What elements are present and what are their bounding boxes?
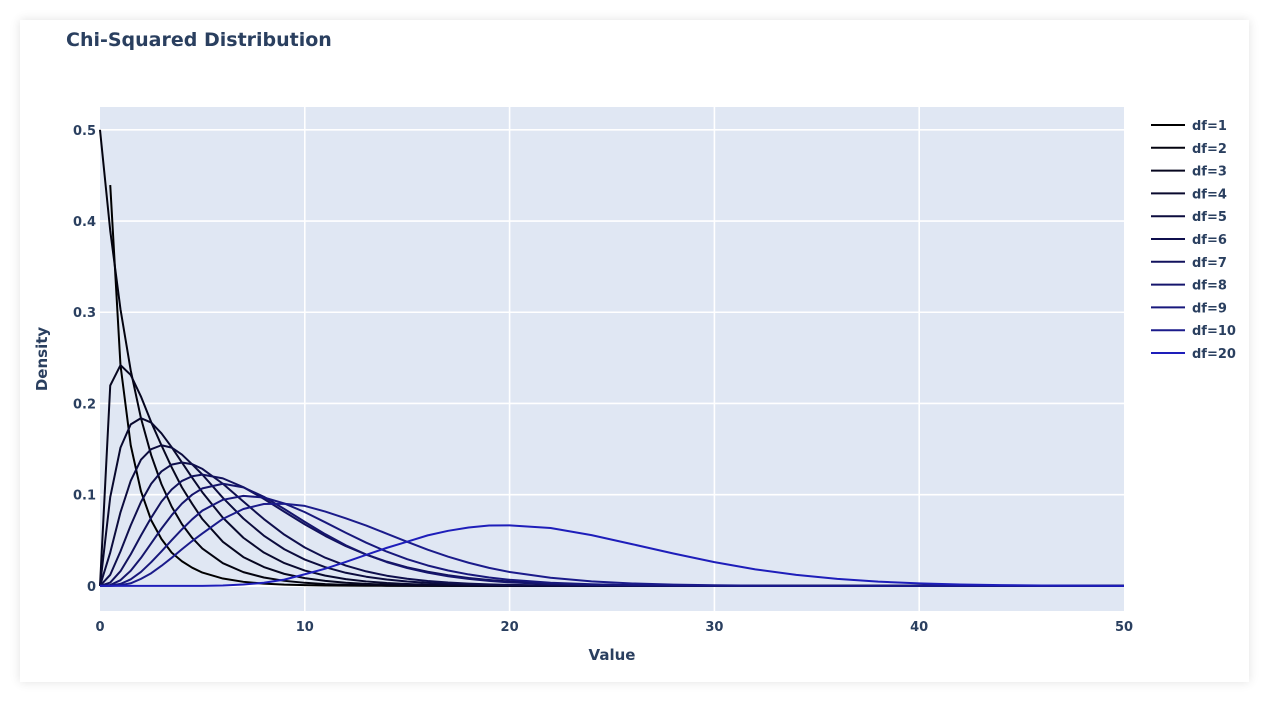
- chart-card: Chi-Squared Distribution 0 10 20 30 40 50 0 0.…: [20, 20, 1249, 682]
- y-tick-label: 0.2: [73, 397, 96, 412]
- legend-item: df=9: [1151, 301, 1227, 316]
- legend-label: df=8: [1192, 279, 1227, 294]
- legend-label: df=20: [1192, 347, 1236, 362]
- series-line: [100, 524, 1125, 587]
- x-tick-label: 0: [95, 620, 104, 635]
- legend-item: df=7: [1151, 256, 1227, 271]
- legend-item: df=20: [1151, 347, 1236, 362]
- x-tick-label: 40: [910, 620, 928, 635]
- x-tick-label: 30: [705, 620, 723, 635]
- legend-item: df=4: [1151, 187, 1227, 202]
- legend-item: df=10: [1151, 324, 1236, 339]
- legend-item: df=2: [1151, 142, 1227, 157]
- legend-label: df=3: [1192, 165, 1227, 180]
- x-axis-ticks: 0 10 20 30 40 50: [95, 620, 1133, 635]
- legend-label: df=6: [1192, 233, 1227, 248]
- x-tick-label: 50: [1115, 620, 1133, 635]
- legend-label: df=9: [1192, 301, 1227, 316]
- legend-label: df=1: [1192, 119, 1227, 134]
- y-axis-title: Density: [33, 327, 51, 392]
- legend-label: df=4: [1192, 187, 1227, 202]
- legend-item: df=3: [1151, 165, 1227, 180]
- y-tick-label: 0: [87, 580, 96, 595]
- y-tick-label: 0.3: [73, 306, 96, 321]
- legend-item: df=5: [1151, 210, 1227, 225]
- plot-area: [100, 107, 1124, 611]
- legend-label: df=10: [1192, 324, 1236, 339]
- y-axis-ticks: 0 0.1 0.2 0.3 0.4 0.5: [73, 124, 96, 595]
- series-lines: [99, 129, 1125, 587]
- x-tick-label: 10: [296, 620, 314, 635]
- y-tick-label: 0.5: [73, 124, 96, 139]
- legend-label: df=5: [1192, 210, 1227, 225]
- x-axis-title: Value: [589, 646, 636, 664]
- legend-label: df=2: [1192, 142, 1227, 157]
- legend-item: df=8: [1151, 279, 1227, 294]
- legend-item: df=6: [1151, 233, 1227, 248]
- legend-label: df=7: [1192, 256, 1227, 271]
- legend: df=1 df=2 df=3 df=4 df=5 df=6 df=7 df=8 df=9 df=1…: [1151, 119, 1236, 362]
- legend-item: df=1: [1151, 119, 1227, 134]
- x-tick-label: 20: [501, 620, 519, 635]
- y-tick-label: 0.1: [73, 489, 96, 504]
- chart-title: Chi-Squared Distribution: [66, 29, 332, 51]
- chart-svg: Chi-Squared Distribution 0 10 20 30 40 50 0 0.…: [33, 29, 1236, 664]
- y-tick-label: 0.4: [73, 215, 96, 230]
